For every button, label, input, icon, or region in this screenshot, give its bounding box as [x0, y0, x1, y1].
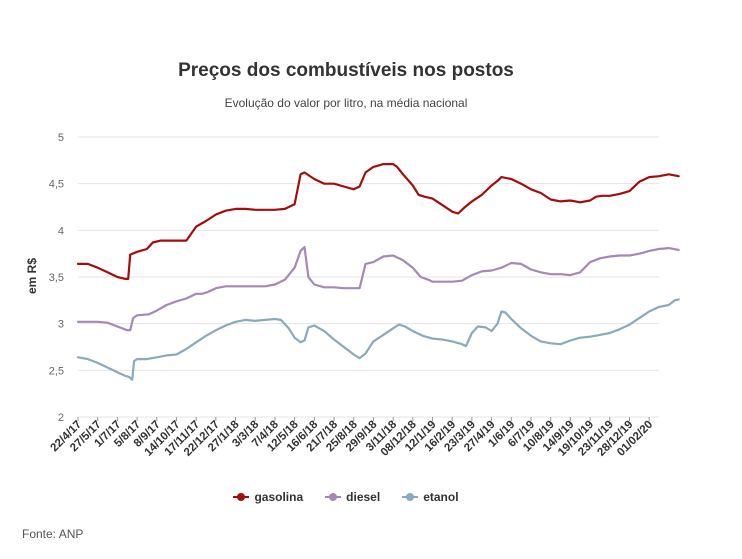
- legend-swatch-gasolina: [233, 492, 250, 502]
- y-tick-label: 5: [58, 132, 64, 144]
- series-line-etanol: [76, 298, 680, 381]
- y-axis-ticks: 2 2,5 3 3,5 4 4,5 5: [49, 132, 64, 424]
- y-tick-label: 4,5: [49, 179, 64, 191]
- y-axis-label: em R$: [25, 258, 39, 294]
- series-lines: [76, 163, 680, 381]
- legend-swatch-diesel: [325, 492, 342, 502]
- y-tick-label: 2,5: [49, 365, 64, 377]
- legend-item-gasolina[interactable]: gasolina: [233, 490, 303, 504]
- gridlines: [78, 136, 659, 418]
- legend-label-gasolina: gasolina: [254, 490, 304, 504]
- legend-item-diesel[interactable]: diesel: [325, 490, 380, 504]
- legend-swatch-etanol: [402, 492, 419, 502]
- y-tick-label: 4: [58, 225, 64, 237]
- series-line-diesel: [76, 246, 680, 332]
- legend: gasolina diesel etanol: [0, 490, 692, 504]
- series-line-gasolina: [76, 163, 680, 280]
- legend-label-etanol: etanol: [423, 490, 459, 504]
- line-chart: 2 2,5 3 3,5 4 4,5 5 22/4/1727/5/171/7/175/8/17…: [25, 132, 680, 459]
- y-tick-label: 2: [58, 412, 64, 424]
- y-tick-label: 3,5: [49, 272, 64, 284]
- y-tick-label: 3: [58, 319, 64, 331]
- chart-title: Preços dos combustíveis nos postos: [178, 60, 514, 81]
- chart-subtitle: Evolução do valor por litro, na média na…: [224, 96, 468, 110]
- x-axis-ticks: 22/4/1727/5/171/7/175/8/178/9/1714/10/17…: [49, 417, 655, 459]
- legend-label-diesel: diesel: [346, 490, 381, 504]
- legend-item-etanol[interactable]: etanol: [402, 490, 459, 504]
- source-note: Fonte: ANP: [22, 527, 84, 541]
